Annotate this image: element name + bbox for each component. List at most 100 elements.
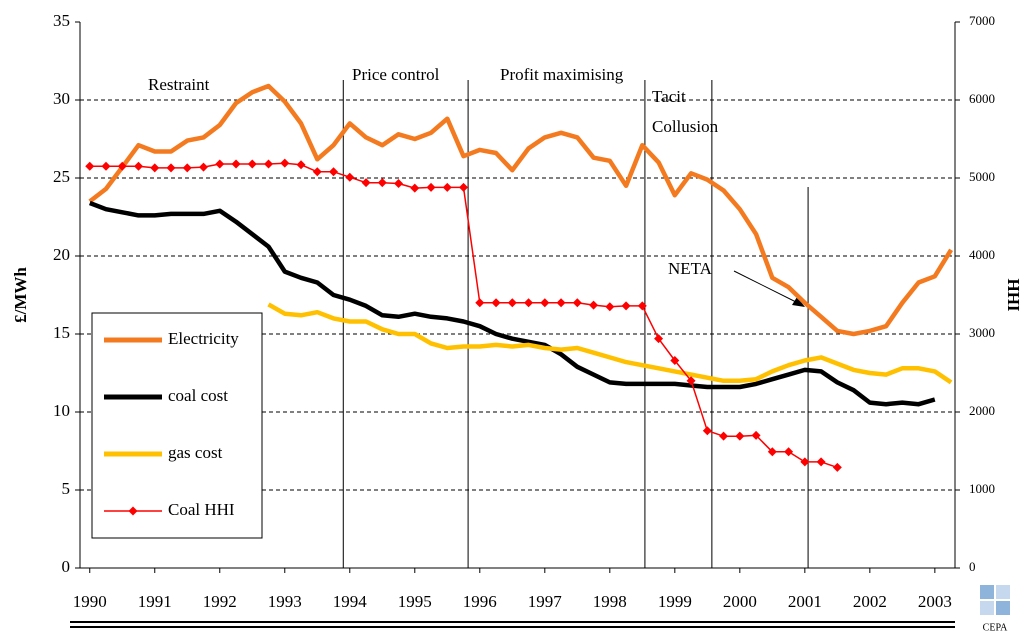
x-tick-label: 1993 <box>268 592 302 611</box>
marker <box>231 159 241 169</box>
marker <box>800 457 810 467</box>
y2-tick-label: 4000 <box>969 247 995 262</box>
annotation: NETA <box>668 259 713 278</box>
marker <box>572 298 582 308</box>
x-tick-label: 1992 <box>203 592 237 611</box>
annotation-arrow <box>733 270 799 304</box>
y2-tick-label: 6000 <box>969 91 995 106</box>
marker <box>426 182 436 192</box>
x-tick-label: 1996 <box>463 592 497 611</box>
marker <box>182 163 192 173</box>
marker <box>280 158 290 168</box>
y2-tick-label: 2000 <box>969 403 995 418</box>
marker <box>816 457 826 467</box>
x-tick-label: 1995 <box>398 592 432 611</box>
marker <box>117 161 127 171</box>
logo-square <box>996 601 1010 615</box>
series <box>267 302 953 385</box>
y2-axis-label: HHI <box>1004 278 1023 311</box>
annotation: Collusion <box>652 117 719 136</box>
y-axis-label: £/MWh <box>11 267 30 323</box>
marker <box>524 298 534 308</box>
y2-tick-label: 0 <box>969 559 976 574</box>
marker <box>166 163 176 173</box>
x-tick-label: 2001 <box>788 592 822 611</box>
marker <box>637 301 647 311</box>
series-line <box>88 200 936 407</box>
annotation: Tacit <box>652 87 686 106</box>
y2-tick-label: 7000 <box>969 13 995 28</box>
marker <box>312 167 322 177</box>
x-tick-label: 2003 <box>918 592 952 611</box>
marker <box>507 298 517 308</box>
marker <box>85 161 95 171</box>
legend-label: gas cost <box>168 443 223 462</box>
legend: Electricity coal cost gas cost Coal HHI <box>91 312 263 539</box>
legend-marker <box>128 506 138 516</box>
marker <box>199 162 209 172</box>
legend-label: coal cost <box>168 386 228 405</box>
marker <box>101 161 111 171</box>
y-tick-label: 35 <box>53 11 70 30</box>
marker <box>329 167 339 177</box>
annotation: Profit maximising <box>500 65 624 84</box>
logo-square <box>980 585 994 599</box>
marker <box>264 159 274 169</box>
series-line <box>267 302 953 385</box>
marker <box>670 356 680 366</box>
legend-box <box>91 312 263 539</box>
marker <box>621 301 631 311</box>
y2-tick-label: 1000 <box>969 481 995 496</box>
marker <box>556 298 566 308</box>
annotation: Restraint <box>148 75 210 94</box>
marker <box>491 298 501 308</box>
marker <box>296 160 306 170</box>
series-line <box>88 83 954 337</box>
x-tick-label: 1999 <box>658 592 692 611</box>
annotation-arrowhead <box>792 297 805 307</box>
x-tick-label: 1998 <box>593 592 627 611</box>
marker <box>134 161 144 171</box>
x-tick-label: 1990 <box>73 592 107 611</box>
legend-label: Coal HHI <box>168 500 235 519</box>
logo-square <box>980 601 994 615</box>
marker <box>751 430 761 440</box>
marker <box>377 178 387 188</box>
marker <box>345 172 355 182</box>
marker <box>459 182 469 192</box>
y2-tick-label: 3000 <box>969 325 995 340</box>
marker <box>719 431 729 441</box>
annotation: Price control <box>352 65 440 84</box>
marker <box>215 159 225 169</box>
logo-text: CEPA <box>983 622 1008 633</box>
marker <box>394 178 404 188</box>
marker <box>150 163 160 173</box>
marker <box>735 431 745 441</box>
y-tick-label: 5 <box>62 479 71 498</box>
marker <box>784 447 794 457</box>
x-tick-label: 1997 <box>528 592 563 611</box>
marker <box>540 298 550 308</box>
marker <box>702 426 712 436</box>
y-tick-label: 0 <box>62 557 71 576</box>
marker <box>442 182 452 192</box>
marker <box>605 302 615 312</box>
series <box>88 200 936 407</box>
marker <box>247 159 257 169</box>
marker <box>832 462 842 472</box>
y2-tick-label: 5000 <box>969 169 995 184</box>
y-tick-label: 25 <box>53 167 70 186</box>
y-tick-label: 10 <box>53 401 70 420</box>
y-tick-label: 15 <box>53 323 70 342</box>
x-tick-label: 2002 <box>853 592 887 611</box>
x-tick-label: 2000 <box>723 592 757 611</box>
series <box>88 83 954 337</box>
marker <box>767 447 777 457</box>
marker <box>361 178 371 188</box>
series <box>85 158 842 472</box>
marker <box>654 334 664 344</box>
x-tick-label: 1994 <box>333 592 368 611</box>
x-tick-label: 1991 <box>138 592 172 611</box>
marker <box>589 300 599 310</box>
